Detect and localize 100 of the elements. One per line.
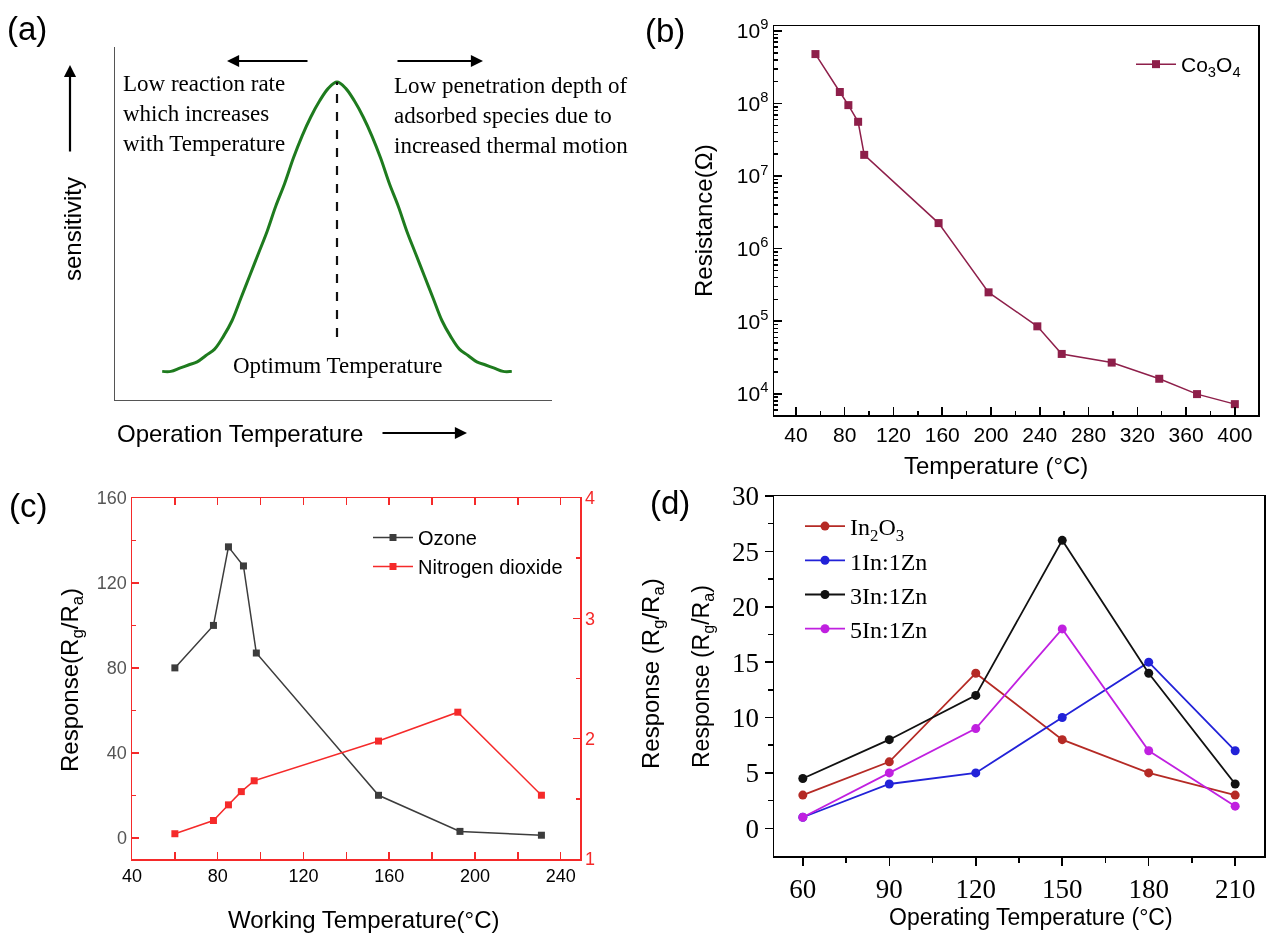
point bbox=[252, 649, 260, 657]
point bbox=[1057, 735, 1067, 745]
point bbox=[1107, 358, 1116, 367]
x-axis-title: Temperature (°C) bbox=[904, 452, 1089, 479]
point bbox=[375, 791, 383, 799]
y-tick-label: 10$^{9}$ bbox=[736, 16, 769, 43]
point bbox=[971, 724, 981, 734]
point bbox=[884, 779, 894, 789]
x-tick-label: 150 bbox=[1041, 873, 1083, 904]
point bbox=[456, 827, 464, 835]
point bbox=[224, 801, 232, 809]
x-tick-label: 90 bbox=[875, 873, 903, 904]
y-tick-label: 25 bbox=[732, 536, 760, 567]
point bbox=[1230, 779, 1240, 789]
x-tick-label: 240 bbox=[1022, 422, 1058, 446]
y-tick-label: 10$^{6}$ bbox=[736, 234, 769, 260]
y2-tick-label: 3 bbox=[585, 608, 596, 629]
point bbox=[1033, 322, 1042, 331]
x-axis-title: Operation Temperature bbox=[117, 420, 364, 447]
chart-title: (a) bbox=[7, 10, 48, 47]
y-tick-label: 10$^{7}$ bbox=[736, 161, 769, 188]
point bbox=[971, 668, 981, 678]
point bbox=[1230, 801, 1240, 811]
x-tick-label: 240 bbox=[545, 866, 576, 887]
y-tick-label: 10 bbox=[732, 702, 760, 733]
point bbox=[971, 690, 981, 700]
x-tick-label: 120 bbox=[875, 422, 911, 446]
point bbox=[239, 562, 247, 570]
x-tick-label: 320 bbox=[1119, 422, 1155, 446]
point bbox=[1230, 400, 1239, 409]
point bbox=[860, 150, 869, 159]
y2-tick-label: 4 bbox=[585, 488, 596, 509]
point bbox=[537, 791, 545, 799]
legend-label: In$_{2}$O$_{3}$ bbox=[850, 514, 905, 545]
point bbox=[224, 543, 232, 551]
annotation: Low reaction rate which increases with Temperature bbox=[123, 71, 286, 156]
y-axis-title: sensitivity bbox=[59, 176, 86, 281]
point bbox=[1144, 746, 1154, 756]
legend-label: 5In:1Zn bbox=[850, 617, 928, 644]
x-axis-title: Operating Temperature (°C) bbox=[889, 904, 1173, 930]
y-axis-title: Resistance(Ω) bbox=[690, 144, 717, 297]
x-tick-label: 120 bbox=[288, 866, 319, 887]
point bbox=[1057, 713, 1067, 723]
x-tick-label: 280 bbox=[1071, 422, 1107, 446]
point bbox=[171, 664, 179, 672]
y-tick-label: 15 bbox=[732, 647, 760, 678]
x-tick-label: 40 bbox=[121, 866, 143, 887]
x-tick-label: 200 bbox=[459, 866, 490, 887]
y-tick-label: 10$^{4}$ bbox=[736, 379, 769, 406]
y-tick-label: 160 bbox=[96, 488, 127, 509]
y-tick-label: 30 bbox=[732, 481, 760, 512]
y-tick-label: 0 bbox=[116, 828, 127, 849]
x-tick-label: 40 bbox=[784, 422, 808, 446]
y-tick-label: 120 bbox=[96, 573, 127, 594]
y-tick-label: 80 bbox=[106, 658, 127, 679]
point bbox=[250, 777, 258, 785]
point bbox=[171, 830, 179, 838]
y-tick-label: 40 bbox=[106, 743, 127, 764]
annotation: Low penetration depth of adsorbed species due to increased thermal motion bbox=[394, 73, 629, 158]
x-tick-label: 120 bbox=[955, 873, 997, 904]
x-tick-label: 360 bbox=[1168, 422, 1204, 446]
point bbox=[1057, 624, 1067, 634]
y2-tick-label: 1 bbox=[585, 849, 596, 870]
legend-label: Nitrogen dioxide bbox=[418, 556, 563, 579]
legend-label: 3In:1Zn bbox=[850, 582, 928, 609]
x-tick-label: 180 bbox=[1128, 873, 1169, 904]
point bbox=[1230, 746, 1240, 756]
point bbox=[984, 288, 993, 297]
point bbox=[854, 117, 863, 126]
point bbox=[1144, 668, 1154, 678]
x-tick-label: 160 bbox=[374, 866, 405, 887]
point bbox=[237, 788, 245, 796]
point bbox=[971, 768, 981, 778]
x-axis-title: Working Temperature(°C) bbox=[228, 906, 500, 933]
y2-tick-label: 2 bbox=[585, 728, 596, 749]
point bbox=[1057, 535, 1067, 545]
chart-title: (c) bbox=[9, 487, 48, 524]
point bbox=[209, 621, 217, 629]
point bbox=[798, 773, 808, 783]
point bbox=[1057, 349, 1066, 358]
point bbox=[884, 757, 894, 767]
x-tick-label: 210 bbox=[1214, 873, 1256, 904]
point bbox=[1193, 390, 1202, 399]
point bbox=[884, 735, 894, 745]
point bbox=[884, 768, 894, 778]
point bbox=[1144, 657, 1154, 667]
chart-title: (b) bbox=[645, 12, 686, 49]
x-tick-label: 80 bbox=[833, 422, 857, 446]
point bbox=[1230, 790, 1240, 800]
legend-label: Ozone bbox=[418, 527, 477, 550]
point bbox=[537, 831, 545, 839]
x-tick-label: 160 bbox=[924, 422, 960, 446]
point bbox=[375, 737, 383, 745]
y-tick-label: 10$^{5}$ bbox=[736, 306, 769, 333]
x-tick-label: 80 bbox=[207, 866, 228, 887]
point bbox=[798, 790, 808, 800]
point bbox=[934, 219, 943, 228]
x-tick-label: 400 bbox=[1217, 422, 1253, 446]
point bbox=[454, 708, 462, 716]
legend-label: Co$_{3}$O$_{4}$ bbox=[1181, 53, 1241, 80]
